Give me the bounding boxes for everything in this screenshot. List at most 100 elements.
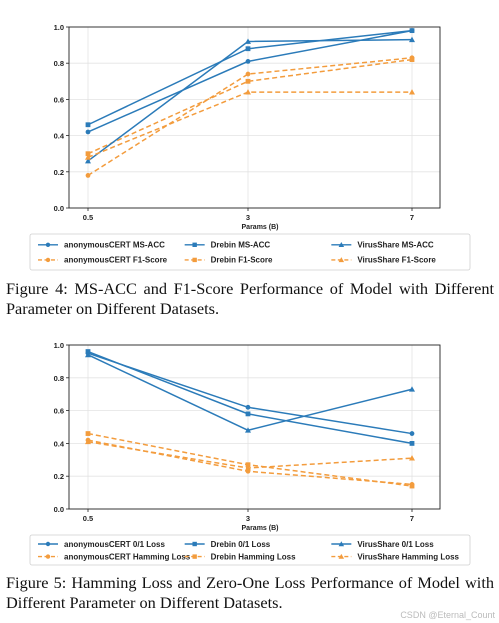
data-point — [409, 441, 415, 446]
legend-marker — [45, 541, 51, 547]
legend-box — [29, 534, 471, 566]
x-tick-label: 7 — [410, 514, 414, 523]
series-line — [87, 38, 413, 162]
x-tick-label: 0.5 — [83, 213, 93, 222]
data-point — [409, 57, 415, 62]
data-point — [245, 38, 251, 44]
legend-item: Drebin MS-ACC — [184, 241, 271, 250]
legend-item: anonymousCERT F1-Score — [38, 256, 168, 265]
legend-marker — [45, 242, 51, 247]
y-tick-label: 0.6 — [54, 407, 64, 416]
watermark: CSDN @Eternal_Count — [400, 610, 495, 620]
legend-item: VirusShare 0/1 Loss — [331, 540, 434, 549]
data-point — [85, 122, 91, 128]
data-point — [409, 36, 415, 43]
series-line — [87, 58, 413, 155]
gridlines — [69, 26, 440, 209]
data-point — [409, 28, 415, 34]
legend-item: VirusShare Hamming Loss — [331, 552, 460, 561]
legend-marker — [192, 541, 197, 547]
plot-frame — [68, 344, 441, 510]
x-tick-label: 0.5 — [83, 514, 93, 523]
legend-marker — [338, 242, 345, 247]
legend-label: Drebin F1-Score — [211, 256, 273, 265]
series-virusshare-0-1-loss — [85, 351, 415, 433]
data-point — [409, 455, 415, 461]
legend-item: anonymousCERT Hamming Loss — [38, 552, 191, 561]
y-tick-label: 0.2 — [54, 472, 64, 481]
legend-label: VirusShare F1-Score — [357, 256, 436, 265]
data-point — [409, 386, 415, 392]
y-tick-label: 0.0 — [54, 505, 64, 514]
data-point — [85, 349, 91, 354]
y-tick-label: 0.4 — [54, 132, 65, 141]
legend-item: anonymousCERT MS-ACC — [38, 241, 165, 250]
legend: anonymousCERT MS-ACC anonymousCERT F1-Sco… — [29, 233, 471, 271]
legend-marker — [45, 554, 51, 559]
series-line — [87, 439, 413, 486]
series-line — [87, 432, 413, 487]
data-point — [85, 351, 91, 358]
figure-5: 0.0 0.2 0.4 0.6 0.8 1.0 0.5 3 7 Params (B) anonymo… — [0, 330, 499, 623]
x-tick-label: 7 — [410, 213, 414, 222]
legend-label: anonymousCERT Hamming Loss — [64, 552, 191, 561]
series-line — [87, 57, 413, 177]
chart-hamming-zero-one-loss: 0.0 0.2 0.4 0.6 0.8 1.0 0.5 3 7 Params (B) anonymo… — [29, 341, 471, 566]
figure-4-caption: Figure 4: MS-ACC and F1-Score Performanc… — [6, 279, 494, 318]
data-point — [85, 431, 91, 436]
data-point — [245, 465, 251, 471]
gridlines — [69, 344, 440, 510]
chart-ms-acc-f1: 0.0 0.2 0.4 0.6 0.8 1.0 0.5 3 7 Params (B) anonymo… — [29, 23, 471, 271]
plot-frame — [68, 26, 441, 209]
series-drebin-ms-acc — [85, 28, 415, 128]
data-point — [245, 46, 251, 52]
x-tick-label: 3 — [246, 514, 250, 523]
legend-item: Drebin Hamming Loss — [184, 552, 296, 561]
x-axis-label: Params (B) — [242, 525, 279, 532]
data-point — [245, 71, 251, 77]
legend-label: VirusShare 0/1 Loss — [357, 540, 434, 549]
legend-box — [29, 233, 471, 271]
data-point — [245, 58, 251, 64]
figure-4: 0.0 0.2 0.4 0.6 0.8 1.0 0.5 3 7 Params (B) anonymo… — [6, 23, 494, 318]
data-point — [245, 427, 251, 433]
data-point — [85, 151, 91, 157]
legend-marker — [338, 257, 345, 263]
legend-item: anonymousCERT 0/1 Loss — [38, 540, 165, 549]
y-tick-label: 1.0 — [54, 23, 64, 32]
data-point — [245, 411, 251, 417]
data-point — [245, 78, 251, 84]
legend-item: Drebin 0/1 Loss — [184, 540, 271, 549]
legend-item: Drebin F1-Score — [184, 256, 273, 265]
data-point — [409, 483, 415, 489]
legend-item: VirusShare MS-ACC — [331, 241, 434, 250]
legend-marker — [45, 257, 51, 263]
y-tick-label: 0.8 — [54, 59, 64, 68]
legend-label: anonymousCERT 0/1 Loss — [64, 540, 165, 549]
data-point — [245, 89, 251, 95]
series-virusshare-hamming-loss — [85, 438, 415, 471]
series-anonymouscert-0-1-loss — [85, 350, 415, 436]
y-tick-label: 0.4 — [54, 439, 65, 448]
legend-marker — [338, 553, 345, 559]
series-anonymouscert-f1-score — [85, 55, 415, 178]
data-point — [85, 154, 91, 160]
legend-label: VirusShare MS-ACC — [357, 241, 434, 250]
data-point — [85, 129, 91, 135]
legend-marker — [192, 554, 197, 559]
legend-marker — [192, 257, 197, 263]
legend-item: VirusShare F1-Score — [331, 256, 436, 265]
data-point — [409, 431, 415, 436]
series-line — [87, 354, 413, 432]
y-tick-label: 0.8 — [54, 374, 64, 383]
legend-label: Drebin Hamming Loss — [211, 552, 296, 561]
y-tick-label: 0.0 — [54, 204, 64, 213]
data-point — [85, 157, 91, 164]
data-point — [409, 89, 415, 95]
x-axis-label: Params (B) — [242, 224, 279, 231]
data-point — [85, 438, 91, 445]
series-drebin-f1-score — [85, 57, 415, 157]
y-tick-label: 0.6 — [54, 95, 64, 104]
legend-label: Drebin MS-ACC — [211, 241, 271, 250]
data-point — [85, 173, 91, 178]
